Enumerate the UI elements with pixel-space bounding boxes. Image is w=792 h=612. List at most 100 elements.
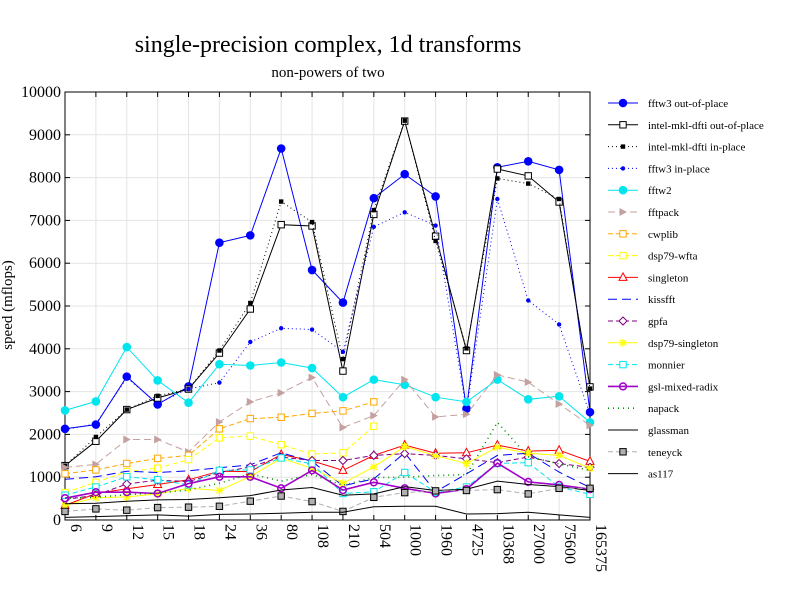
- data-point: [62, 427, 68, 432]
- data-point: [619, 121, 627, 129]
- data-point: [338, 392, 348, 402]
- chart-subtitle: non-powers of two: [271, 65, 384, 81]
- legend-label: intel-mkl-dfti in-place: [648, 142, 746, 154]
- data-point: [555, 484, 563, 493]
- data-point: [246, 397, 255, 406]
- data-point: [124, 407, 129, 412]
- data-point: [340, 356, 346, 362]
- data-point: [556, 196, 562, 202]
- data-point: [462, 459, 471, 468]
- series-line: [64, 457, 591, 496]
- data-point: [369, 193, 379, 203]
- legend-entry: as117: [608, 469, 674, 481]
- data-point: [276, 358, 286, 367]
- data-point: [122, 479, 132, 489]
- y-tick-label: 1000: [29, 469, 61, 486]
- data-point: [123, 473, 131, 481]
- x-tick-label: 18: [191, 524, 208, 540]
- data-point: [524, 458, 532, 467]
- data-point: [339, 367, 347, 375]
- data-point: [587, 386, 593, 391]
- x-tick-label: 9: [98, 524, 115, 532]
- data-point: [619, 448, 627, 456]
- x-tick-label: 15: [160, 524, 177, 540]
- data-point: [154, 435, 162, 444]
- legend-label: dsp79-wfta: [648, 251, 698, 263]
- legend-entry: dsp79-singleton: [608, 338, 719, 350]
- data-point: [554, 165, 564, 175]
- data-point: [92, 466, 100, 474]
- data-point: [431, 192, 440, 201]
- series-as117: [64, 505, 591, 518]
- data-point: [123, 506, 131, 514]
- data-point: [308, 460, 316, 468]
- legend-entry: glassman: [608, 425, 689, 437]
- series-line: [64, 445, 591, 506]
- data-point: [246, 432, 254, 440]
- series-glassman: [64, 480, 591, 505]
- data-point: [155, 393, 160, 399]
- data-point: [184, 503, 193, 511]
- data-point: [277, 440, 285, 449]
- series-line: [64, 401, 374, 475]
- x-tick-label: 27000: [530, 524, 547, 564]
- series-teneyck: [61, 484, 594, 516]
- y-tick-label: 7000: [29, 212, 61, 229]
- data-point: [586, 464, 594, 473]
- data-point: [153, 454, 162, 463]
- legend-label: gpfa: [648, 316, 668, 328]
- data-point: [370, 422, 378, 430]
- series-line: [64, 346, 591, 423]
- data-point: [554, 392, 564, 401]
- data-point: [61, 507, 69, 516]
- data-point: [619, 360, 627, 369]
- data-point: [184, 479, 193, 488]
- data-point: [277, 413, 285, 421]
- data-point: [276, 144, 286, 153]
- data-point: [155, 401, 160, 406]
- data-point: [493, 485, 502, 494]
- legend-entry: kissfft: [608, 294, 675, 306]
- data-point: [153, 376, 162, 385]
- series-line: [64, 146, 591, 430]
- data-point: [339, 449, 347, 457]
- data-point: [123, 435, 131, 444]
- data-point: [554, 458, 564, 469]
- data-point: [619, 208, 627, 216]
- y-tick-label: 3000: [29, 384, 61, 401]
- data-point: [462, 486, 471, 495]
- series-line: [64, 453, 591, 500]
- data-point: [370, 493, 378, 502]
- data-point: [462, 397, 471, 407]
- data-point: [618, 98, 628, 108]
- legend-entry: singleton: [608, 271, 689, 284]
- x-tick-label: 210: [345, 524, 362, 548]
- series-line: [64, 374, 591, 468]
- data-point: [215, 425, 224, 433]
- data-point: [371, 224, 377, 230]
- chart-title: single-precision complex, 1d transforms: [135, 32, 522, 58]
- data-point: [369, 375, 379, 384]
- data-point: [307, 466, 317, 475]
- data-point: [586, 421, 594, 430]
- series-line: [64, 462, 591, 499]
- legend-entry: napack: [608, 403, 680, 415]
- data-point: [93, 421, 99, 426]
- legend-label: kissfft: [648, 294, 675, 306]
- data-point: [369, 478, 378, 487]
- data-point: [524, 490, 532, 498]
- data-point: [462, 410, 471, 419]
- legend-label: fftw2: [648, 185, 672, 197]
- legend-entry: fftw2: [608, 185, 672, 197]
- data-point: [523, 395, 533, 404]
- data-point: [431, 392, 440, 402]
- data-point: [493, 443, 502, 452]
- data-point: [308, 497, 316, 506]
- data-point: [586, 484, 594, 493]
- legend-label: fftpack: [648, 207, 679, 219]
- series-fftw3-out-of-place: [60, 144, 595, 434]
- series-line: [64, 480, 591, 505]
- data-point: [620, 144, 626, 149]
- data-point: [339, 423, 347, 432]
- x-tick-label: 165375: [592, 524, 609, 572]
